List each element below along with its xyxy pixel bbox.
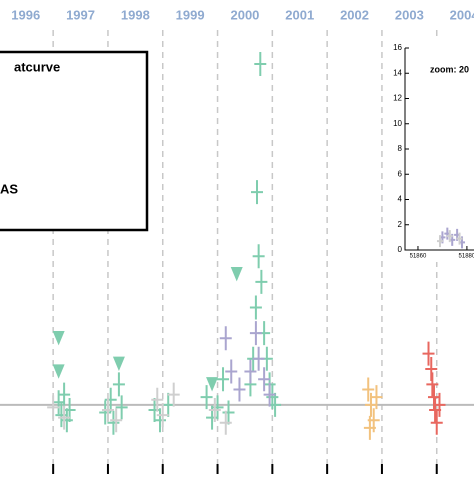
point [269, 392, 282, 417]
point [162, 392, 175, 417]
point [104, 387, 117, 412]
point [101, 397, 114, 422]
year-label: 1999 [176, 7, 205, 22]
point [151, 387, 164, 412]
point [254, 52, 267, 77]
y-tick-label: 16 [393, 43, 402, 52]
year-label: 1998 [121, 7, 150, 22]
point [426, 372, 439, 397]
point [363, 415, 376, 440]
y-tick-label: 0 [398, 245, 403, 254]
point [217, 367, 230, 392]
point [362, 377, 375, 402]
year-label: 2001 [285, 7, 314, 22]
point [200, 385, 213, 410]
point [58, 382, 71, 407]
plot [47, 52, 446, 440]
point [167, 382, 180, 407]
point [263, 382, 276, 407]
point [211, 395, 224, 420]
point [252, 346, 265, 371]
point [154, 408, 167, 433]
point [110, 408, 123, 433]
point [255, 269, 268, 294]
point [249, 295, 262, 320]
point [219, 326, 232, 351]
x-tick-label: 51860 [410, 254, 427, 260]
point [219, 410, 232, 435]
y-tick-label: 8 [398, 144, 403, 153]
point [115, 395, 128, 420]
point [436, 235, 443, 248]
y-tick-label: 4 [398, 195, 403, 204]
point [60, 408, 73, 433]
year-label: 2003 [395, 7, 424, 22]
y-tick-label: 12 [393, 94, 402, 103]
inset-annotation: zoom: 20 [430, 64, 469, 74]
year-label: 2002 [340, 7, 369, 22]
upper-limit [112, 356, 125, 372]
point [99, 400, 112, 425]
point [422, 341, 435, 366]
legend-text: atcurve [14, 59, 60, 74]
y-tick-label: 14 [393, 68, 402, 77]
year-label: 1996 [11, 7, 40, 22]
point [55, 403, 68, 428]
upper-limit [52, 331, 65, 346]
year-label: 2000 [230, 7, 259, 22]
upper-limit [52, 364, 65, 379]
point [370, 385, 383, 410]
upper-limit [206, 377, 219, 392]
point [156, 403, 169, 428]
point [208, 397, 221, 422]
point [222, 400, 235, 425]
point [258, 367, 271, 392]
point [244, 359, 257, 384]
point [107, 410, 120, 435]
point [233, 377, 246, 402]
point [58, 405, 71, 430]
point [148, 397, 161, 422]
point [433, 392, 446, 417]
y-tick-label: 10 [393, 119, 402, 128]
y-tick-label: 6 [398, 169, 403, 178]
point [225, 359, 238, 384]
point [446, 230, 453, 243]
point [425, 356, 438, 381]
plot [436, 227, 466, 249]
legend-text: AS [0, 181, 18, 196]
x-tick-label: 51880 [459, 254, 474, 260]
point [252, 244, 265, 269]
year-label: 1997 [66, 7, 95, 22]
point [430, 410, 443, 435]
y-tick-label: 2 [398, 220, 403, 229]
year-label: 2004 [450, 7, 474, 22]
point [456, 232, 463, 245]
point [251, 180, 264, 205]
legend-box [0, 50, 149, 232]
point [249, 321, 262, 346]
point [47, 395, 60, 420]
upper-limit [230, 266, 243, 282]
point [112, 372, 125, 397]
